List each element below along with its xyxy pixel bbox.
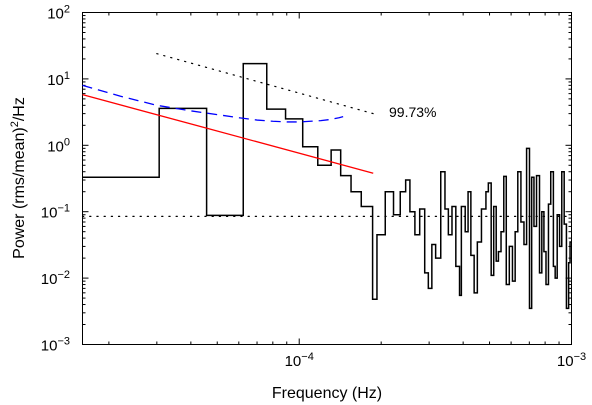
y-tick-label: 100 (47, 136, 70, 155)
tick-marks (82, 12, 572, 345)
series-layer (81, 53, 573, 310)
series-line-2 (82, 93, 374, 174)
y-axis-title-main: Power (rms/mean) (11, 127, 28, 259)
plot-frame (82, 12, 572, 345)
x-axis-title: Frequency (Hz) (272, 385, 382, 402)
y-tick-label: 102 (47, 4, 70, 23)
y-axis-title-superscript: 2 (9, 121, 21, 127)
y-tick-label: 10−2 (41, 269, 70, 288)
series-line-3 (82, 84, 344, 123)
significance-annotation: 99.73% (389, 104, 436, 120)
series-line-4 (156, 53, 374, 115)
y-tick-label: 10−1 (41, 203, 70, 222)
x-tick-label: 10−4 (285, 351, 314, 370)
y-axis-title: Power (rms/mean)2/Hz (9, 97, 28, 259)
x-tick-label: 10−3 (557, 351, 586, 370)
y-tick-label: 101 (47, 70, 70, 89)
series-line-1 (82, 62, 572, 310)
plot-area (81, 12, 573, 345)
y-axis-title-suffix: /Hz (11, 97, 28, 121)
y-tick-label: 10−3 (41, 336, 70, 355)
tick-labels: 10−4 10−3 10−3 10−2 10−1 100 101 102 (41, 4, 586, 371)
